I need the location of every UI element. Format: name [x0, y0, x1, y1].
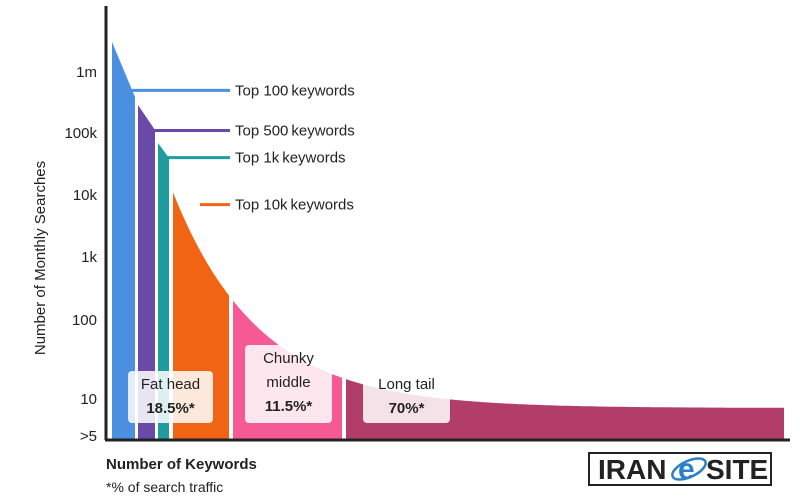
logo-text-right: SITE [706, 454, 768, 485]
callout-label-top1k: Top 1k keywords [235, 150, 346, 167]
group-box-fat-head [128, 371, 213, 423]
iranesite-logo: IRAN e SITE [588, 450, 772, 488]
logo-letter: e [678, 453, 695, 486]
logo-text-left: IRAN [598, 454, 666, 485]
y-tick-label: 100 [72, 312, 97, 329]
group-label-long-tail: Long tail [378, 376, 435, 393]
group-percent-fat-head: 18.5%* [146, 400, 195, 417]
callout-label-top500: Top 500 keywords [235, 122, 355, 139]
group-label-fat-head: Fat head [141, 376, 200, 393]
callout-label-top10k: Top 10k keywords [235, 197, 354, 214]
group-box-chunky-middle [245, 345, 332, 423]
logo-orbit-icon [671, 457, 707, 481]
y-tick-label: 1k [81, 249, 97, 266]
group-percent-long-tail: 70%* [389, 400, 425, 417]
y-tick-label: 10 [80, 391, 97, 408]
group-label-chunky-middle: middle [266, 374, 310, 391]
group-percent-chunky-middle: 11.5%* [265, 398, 313, 415]
area-top1k [158, 143, 169, 440]
x-axis-label: Number of Keywords [106, 456, 257, 473]
callouts: Top 100 keywords Top 500 keywords Top 1k k… [123, 82, 355, 214]
y-tick-label: 1m [76, 64, 97, 81]
area-longtail [346, 379, 784, 440]
group-labels: Fat head 18.5%* Chunky middle 11.5%* Long tai… [128, 345, 450, 423]
group-label-chunky-middle: Chunky [263, 350, 314, 367]
y-axis-label: Number of Monthly Searches [32, 161, 49, 355]
footnote: *% of search traffic [106, 479, 224, 495]
y-tick-label: 10k [73, 187, 98, 204]
area-top500 [138, 105, 155, 440]
y-axis-ticks: >5 10 100 1k 10k 100k 1m [64, 64, 97, 445]
y-tick-label: 100k [64, 125, 97, 142]
y-tick-label: >5 [80, 428, 97, 445]
area-top100 [112, 42, 135, 440]
callout-label-top100: Top 100 keywords [235, 82, 355, 99]
logo-graphic: IRAN e SITE [588, 452, 772, 486]
group-box-long-tail [363, 371, 450, 423]
